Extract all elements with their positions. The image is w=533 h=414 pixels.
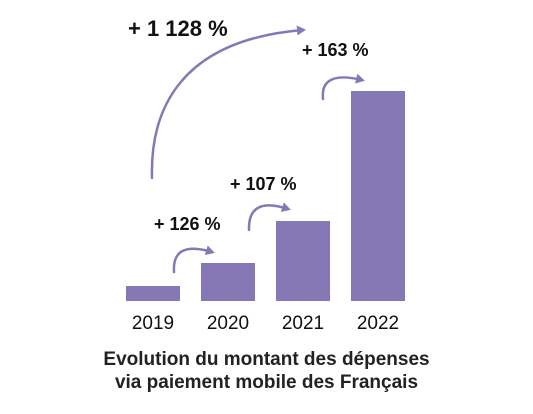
growth-arrow-3 (321, 73, 365, 101)
growth-label-2: + 107 % (230, 174, 297, 194)
bar-2021 (276, 221, 330, 301)
bar-2020 (201, 263, 255, 301)
x-tick-label-2020: 2020 (207, 313, 249, 334)
x-tick-label-2021: 2021 (282, 313, 324, 334)
growth-label-3: + 163 % (302, 40, 369, 60)
x-tick-label-2019: 2019 (132, 313, 174, 334)
chart-caption-line-2: via paiement mobile des Français (114, 372, 419, 393)
growth-label-1: + 126 % (154, 214, 221, 234)
bar-2019 (126, 286, 180, 301)
x-tick-label-2022: 2022 (357, 313, 399, 334)
overall-growth-arrow (150, 25, 306, 180)
overall-growth-label: + 1 128 % (128, 16, 228, 41)
chart-caption-line-1: Evolution du montant des dépenses (103, 349, 430, 370)
bar-2022 (351, 91, 405, 301)
growth-arrow-1 (172, 245, 215, 274)
growth-arrow-2 (247, 202, 291, 232)
